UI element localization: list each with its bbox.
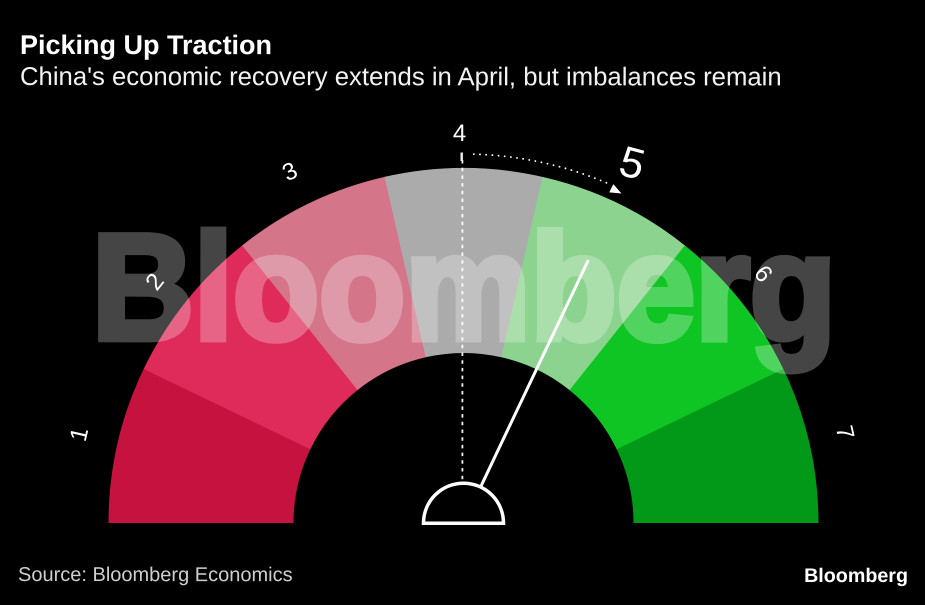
svg-text:7: 7: [830, 423, 859, 442]
svg-text:Bloomberg: Bloomberg: [92, 203, 836, 371]
svg-text:Source: Bloomberg Economics: Source: Bloomberg Economics: [18, 564, 293, 586]
svg-text:1: 1: [65, 425, 94, 444]
svg-text:4: 4: [453, 120, 466, 147]
svg-text:Picking Up Traction: Picking Up Traction: [20, 30, 272, 60]
svg-text:Bloomberg: Bloomberg: [804, 565, 908, 587]
svg-text:China's economic recovery exte: China's economic recovery extends in Apr…: [20, 63, 782, 91]
